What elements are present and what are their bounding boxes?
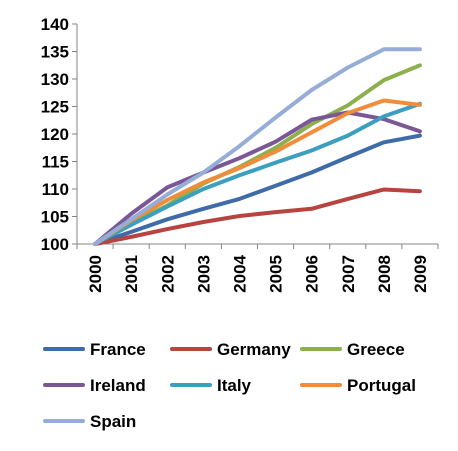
- x-tick-label: 2008: [375, 255, 394, 293]
- y-tick-label: 125: [41, 98, 69, 117]
- legend-label-spain: Spain: [90, 412, 136, 431]
- x-tick-label: 2004: [230, 254, 249, 292]
- x-tick-label: 2005: [267, 255, 286, 293]
- y-tick-label: 115: [42, 153, 69, 172]
- y-axis-ticks: 100 105 110 115 120 125 130 135 140: [41, 15, 77, 254]
- y-tick-label: 110: [42, 180, 69, 199]
- legend-label-greece: Greece: [347, 340, 405, 359]
- x-tick-label: 2009: [411, 255, 430, 293]
- legend-label-ireland: Ireland: [90, 376, 146, 395]
- series-lines: [93, 47, 422, 246]
- series-line-spain: [93, 47, 422, 246]
- y-tick-label: 135: [41, 43, 69, 62]
- x-tick-label: 2006: [303, 255, 322, 293]
- legend-label-germany: Germany: [217, 340, 291, 359]
- series-line-italy: [93, 101, 422, 246]
- x-tick-label: 2007: [339, 255, 358, 293]
- x-tick-label: 2003: [194, 255, 213, 293]
- series-line-ireland: [93, 110, 422, 246]
- legend-label-italy: Italy: [217, 376, 252, 395]
- series-line-portugal: [93, 98, 422, 246]
- legend-label-france: France: [90, 340, 146, 359]
- x-axis-ticks: 2000 2001 2002 2003 2004 2005 2006 2007 2008 2009: [76, 244, 439, 293]
- legend: France Germany Greece Ireland Italy Portugal S…: [43, 340, 416, 431]
- y-tick-label: 120: [41, 125, 69, 144]
- y-tick-label: 130: [41, 70, 69, 89]
- series-line-germany: [93, 187, 422, 246]
- x-tick-label: 2002: [158, 255, 177, 293]
- y-tick-label: 105: [41, 208, 69, 227]
- y-tick-label: 100: [41, 235, 69, 254]
- x-tick-label: 2001: [122, 255, 141, 293]
- series-line-france: [93, 133, 422, 246]
- y-tick-label: 140: [41, 15, 69, 34]
- legend-label-portugal: Portugal: [347, 376, 416, 395]
- x-tick-label: 2000: [86, 255, 105, 293]
